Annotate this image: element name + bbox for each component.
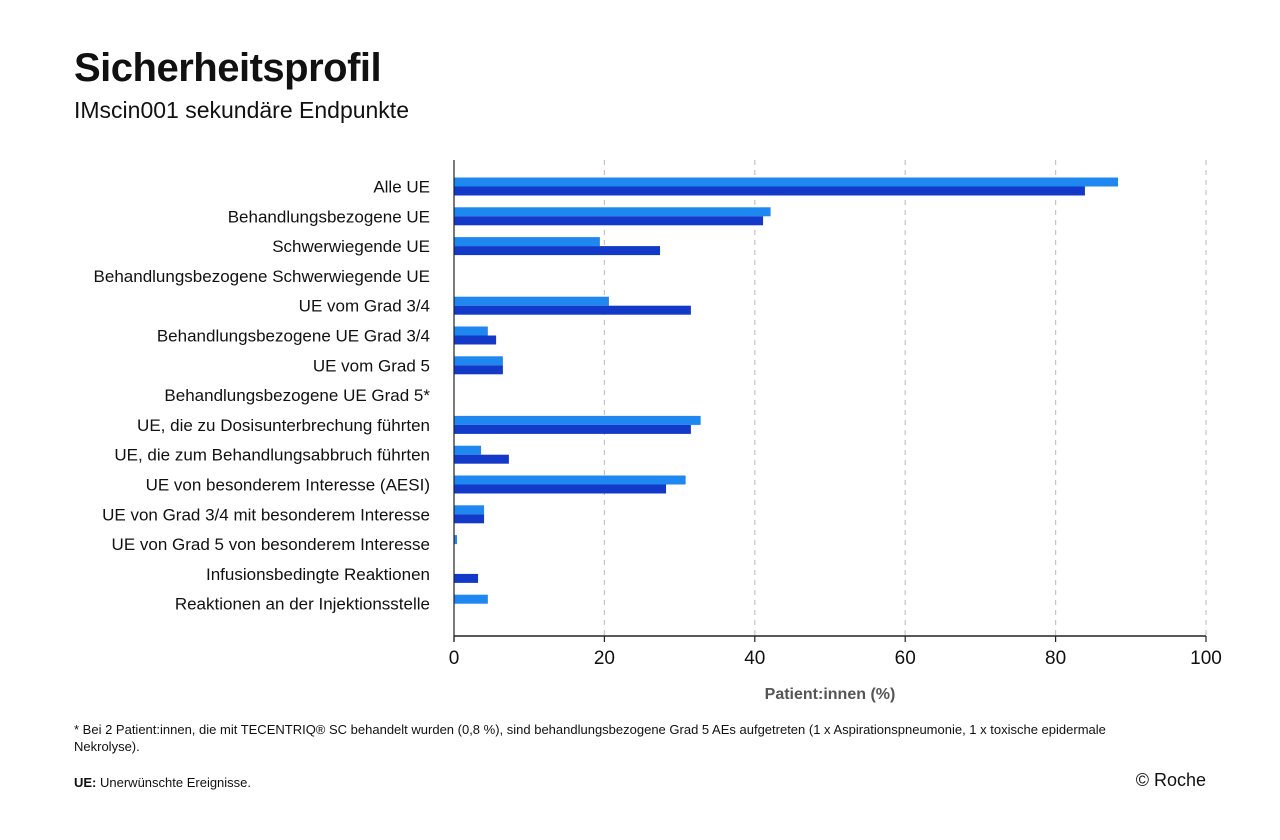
- category-label: UE vom Grad 5: [313, 356, 430, 375]
- bar-series-2: [454, 335, 497, 345]
- bar-series-1: [454, 475, 686, 485]
- category-label: Behandlungsbezogene UE Grad 3/4: [157, 327, 430, 346]
- abbreviation-key: UE:: [74, 775, 97, 790]
- copyright: © Roche: [1135, 770, 1206, 790]
- category-label: Behandlungsbezogene UE: [228, 207, 430, 226]
- category-label: Behandlungsbezogene Schwerwiegende UE: [94, 267, 430, 286]
- category-label: UE, die zu Dosisunterbrechung führten: [137, 416, 430, 435]
- bar-series-2: [454, 246, 661, 256]
- page-subtitle: IMscin001 sekundäre Endpunkte: [74, 97, 409, 123]
- bar-series-2: [454, 573, 479, 583]
- bar-series-1: [454, 415, 701, 425]
- bar-series-2: [454, 365, 503, 375]
- category-label: Behandlungsbezogene UE Grad 5*: [164, 386, 430, 405]
- category-label: Reaktionen an der Injektionsstelle: [175, 595, 430, 614]
- x-tick-label: 20: [594, 648, 615, 669]
- category-label: Alle UE: [373, 178, 430, 197]
- bar-series-1: [454, 207, 771, 217]
- category-label: UE von Grad 3/4 mit besonderem Interesse: [102, 505, 430, 524]
- bar-chart: Alle UE Behandlungsbezogene UE Schwerwiege…: [94, 160, 1222, 703]
- bar-series-1: [454, 594, 488, 604]
- x-tick-label: 40: [744, 648, 765, 669]
- bar-series-1: [454, 296, 609, 306]
- footnote: * Bei 2 Patient:innen, die mit TECENTRIQ…: [74, 722, 1106, 754]
- x-tick-label: 80: [1045, 648, 1066, 669]
- bar-series-1: [454, 177, 1119, 187]
- bar-series-1: [454, 535, 458, 545]
- bar-series-2: [454, 454, 509, 464]
- page-title: Sicherheitsprofil: [74, 46, 382, 90]
- category-label: UE von besonderem Interesse (AESI): [146, 476, 430, 495]
- category-label: UE vom Grad 3/4: [299, 297, 430, 316]
- category-label: UE von Grad 5 von besonderem Interesse: [112, 535, 430, 554]
- bar-series-2: [454, 424, 691, 434]
- abbreviation-text: Unerwünschte Ereignisse.: [96, 775, 252, 790]
- x-axis-label: Patient:innen (%): [765, 686, 896, 703]
- bar-series-1: [454, 356, 503, 366]
- x-tick-label: 60: [895, 648, 916, 669]
- bar-series-2: [454, 186, 1085, 196]
- x-tick-label: 100: [1190, 648, 1222, 669]
- abbreviation-note: UE: Unerwünschte Ereignisse.: [74, 774, 251, 791]
- bar-series-1: [454, 326, 488, 336]
- category-label: Infusionsbedingte Reaktionen: [206, 565, 430, 584]
- x-tick-label: 0: [449, 648, 460, 669]
- bar-series-1: [454, 237, 600, 247]
- bar-series-2: [454, 216, 764, 226]
- bar-series-1: [454, 505, 485, 515]
- bar-series-1: [454, 445, 482, 455]
- category-label: UE, die zum Behandlungsabbruch führten: [114, 446, 430, 465]
- category-label: Schwerwiegende UE: [272, 237, 430, 256]
- bar-series-2: [454, 484, 667, 494]
- bar-series-2: [454, 514, 485, 524]
- bar-series-2: [454, 305, 691, 315]
